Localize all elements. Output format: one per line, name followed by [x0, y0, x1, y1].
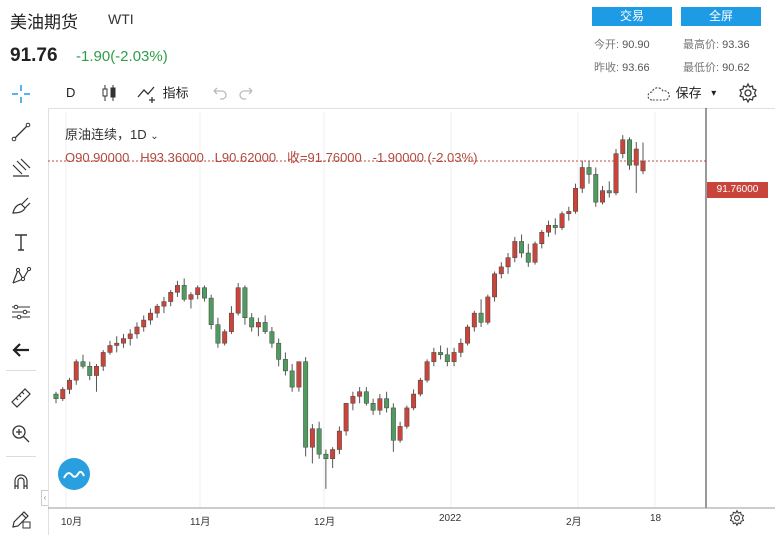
- time-axis-settings-button[interactable]: [728, 509, 748, 529]
- indicator-icon: [137, 86, 155, 103]
- zoom-tool[interactable]: [5, 420, 37, 448]
- high-label: 最高价:: [683, 39, 720, 51]
- fib-tool[interactable]: [5, 154, 37, 182]
- text-tool[interactable]: [5, 228, 37, 256]
- fib-icon: [12, 158, 31, 177]
- settings-icon: [739, 82, 757, 104]
- last-price-tag: 91.76000: [707, 182, 768, 198]
- cloud-icon: [647, 86, 670, 101]
- ruler-tool[interactable]: [5, 384, 37, 412]
- measure-tool[interactable]: [5, 298, 37, 326]
- measure-icon: [12, 304, 30, 320]
- series-title: 原油连续，1D: [65, 127, 147, 142]
- hide-toolbar-button[interactable]: [5, 336, 37, 364]
- brush-icon: [12, 197, 31, 214]
- x-tick-nov: 11月: [190, 517, 211, 528]
- ohlc-change: -1.90000 (-2.03%): [372, 150, 478, 165]
- ohlc-low: L90.62000: [214, 150, 277, 165]
- trend-line-tool[interactable]: [5, 118, 37, 146]
- text-icon: [15, 234, 27, 251]
- last-price: 91.76: [10, 45, 58, 66]
- magnet-icon: [14, 474, 28, 489]
- price-change: -1.90(-2.03%): [76, 48, 168, 65]
- prev-close-stat: 昨收: 93.66: [594, 59, 650, 75]
- low-stat: 最低价: 90.62: [683, 59, 750, 75]
- ruler-icon: [11, 388, 31, 408]
- indicators-button[interactable]: 指标: [137, 80, 189, 106]
- pattern-tool[interactable]: [5, 262, 37, 290]
- pattern-icon: [12, 266, 32, 284]
- crosshair-tool[interactable]: [5, 80, 37, 108]
- symbol-label: WTI: [108, 11, 134, 27]
- undo-button[interactable]: [210, 80, 228, 106]
- save-button[interactable]: 保存 ▾: [646, 80, 716, 106]
- prev-close-value: 93.66: [622, 62, 650, 74]
- high-stat: 最高价: 93.36: [683, 36, 750, 52]
- ohlc-high: H93.36000: [140, 150, 204, 165]
- interval-select[interactable]: D: [66, 85, 76, 100]
- toolbar-divider: [6, 370, 36, 371]
- undo-icon: [213, 87, 227, 100]
- zoom-icon: [12, 425, 30, 443]
- low-label: 最低价:: [683, 62, 720, 74]
- x-tick-18: 18: [650, 513, 662, 524]
- ohlc-open: O90.90000: [65, 150, 130, 165]
- redo-icon: [239, 87, 253, 100]
- ohlc-legend: O90.90000 H93.36000 L90.62000 收=91.76000…: [65, 147, 477, 166]
- low-value: 90.62: [722, 62, 750, 74]
- ohlc-close: 收=91.76000: [286, 150, 362, 165]
- x-tick-2022: 2022: [439, 513, 462, 524]
- toolbar-divider-2: [6, 456, 36, 457]
- chart-settings-button[interactable]: [737, 80, 759, 106]
- fullscreen-button[interactable]: 全屏: [681, 7, 761, 26]
- series-legend[interactable]: 原油连续，1D ⌄: [65, 124, 159, 143]
- candles-icon: [102, 85, 116, 101]
- trade-button[interactable]: 交易: [592, 7, 672, 26]
- x-tick-feb: 2月: [566, 517, 582, 528]
- save-dropdown-icon: ▾: [711, 87, 717, 99]
- brush-tool[interactable]: [5, 192, 37, 220]
- prev-close-label: 昨收:: [594, 62, 620, 74]
- watermark-logo: [58, 458, 90, 490]
- lock-pencil-icon: [12, 511, 31, 529]
- magnet-tool[interactable]: [5, 468, 37, 496]
- page-title: 美油期货: [10, 13, 78, 32]
- settings-icon: [729, 509, 745, 527]
- chart-type-button[interactable]: [100, 80, 118, 106]
- back-arrow-icon: [12, 343, 29, 357]
- x-tick-oct: 10月: [61, 517, 83, 528]
- open-label: 今开:: [594, 39, 620, 51]
- open-value: 90.90: [622, 39, 650, 51]
- trend-line-icon: [11, 122, 31, 142]
- save-label: 保存: [675, 85, 702, 101]
- high-value: 93.36: [722, 39, 750, 51]
- indicators-label: 指标: [162, 85, 189, 101]
- open-stat: 今开: 90.90: [594, 36, 650, 52]
- redo-button[interactable]: [238, 80, 256, 106]
- crosshair-icon: [12, 85, 30, 103]
- chart-area[interactable]: [48, 108, 775, 535]
- watermark-icon: [63, 470, 85, 479]
- legend-dropdown-icon: ⌄: [150, 131, 159, 142]
- x-tick-dec: 12月: [314, 517, 336, 528]
- lock-drawings-tool[interactable]: [5, 505, 37, 533]
